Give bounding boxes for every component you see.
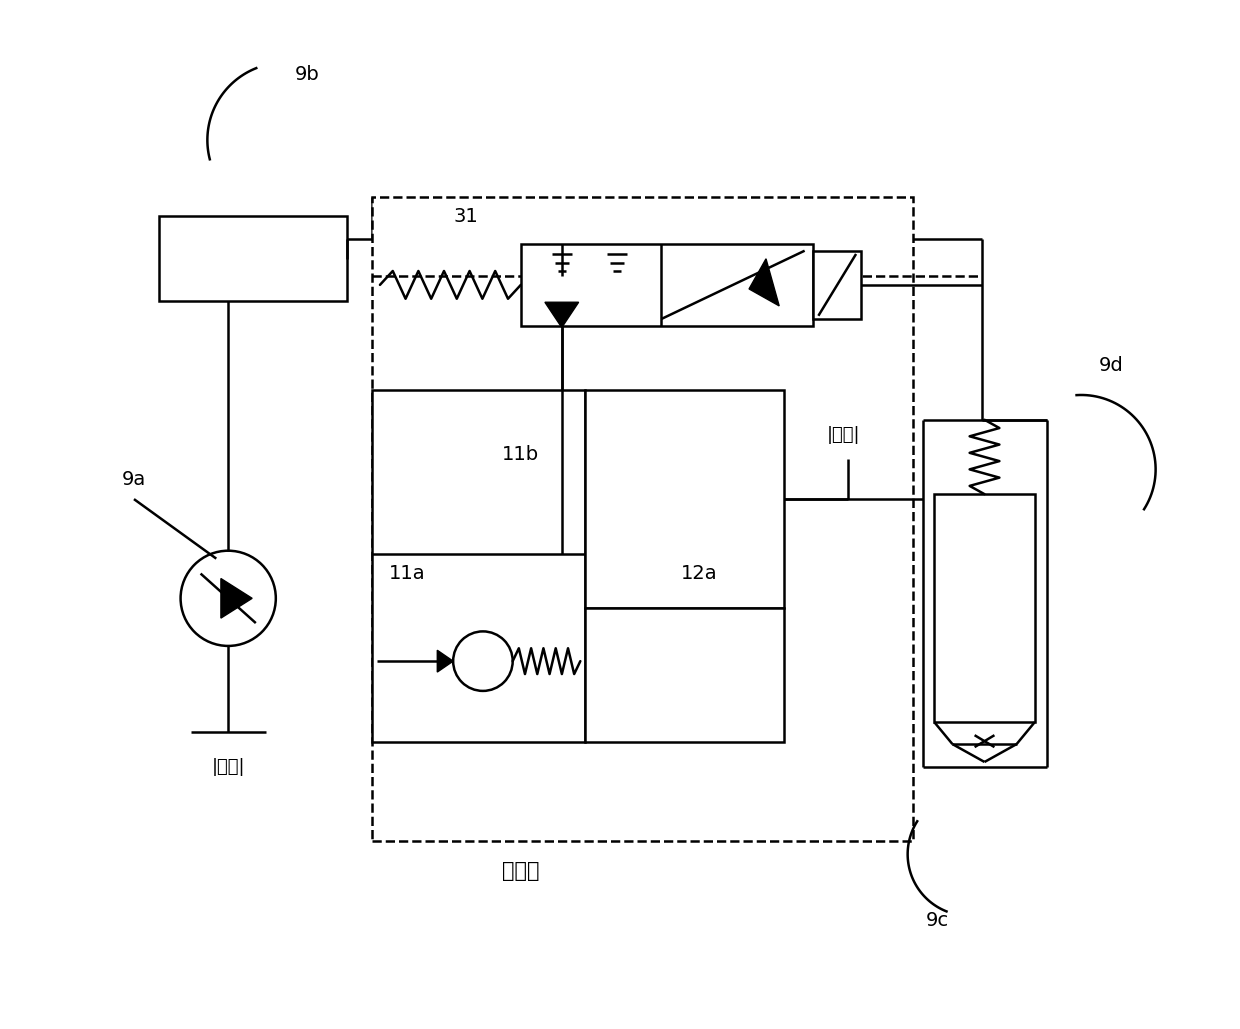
Polygon shape <box>221 578 252 618</box>
Bar <box>813 251 861 319</box>
Bar <box>372 197 913 842</box>
Bar <box>372 390 585 742</box>
Bar <box>585 390 784 608</box>
Text: 12a: 12a <box>681 564 718 583</box>
Text: 9c: 9c <box>926 912 949 930</box>
Polygon shape <box>749 258 779 306</box>
Text: 11a: 11a <box>388 564 425 583</box>
Bar <box>585 608 784 742</box>
Polygon shape <box>438 650 453 672</box>
Text: 9b: 9b <box>295 65 320 84</box>
Text: |油箱|: |油箱| <box>212 758 246 776</box>
Bar <box>521 244 813 325</box>
Bar <box>935 494 1034 722</box>
Text: 11b: 11b <box>502 445 539 464</box>
Polygon shape <box>544 303 579 327</box>
Text: |油箱|: |油箱| <box>826 426 859 443</box>
Text: 31: 31 <box>454 207 479 226</box>
Bar <box>159 216 347 300</box>
Text: 9d: 9d <box>1099 356 1123 375</box>
Text: 9a: 9a <box>122 470 146 489</box>
Text: 增压器: 增压器 <box>502 861 539 881</box>
